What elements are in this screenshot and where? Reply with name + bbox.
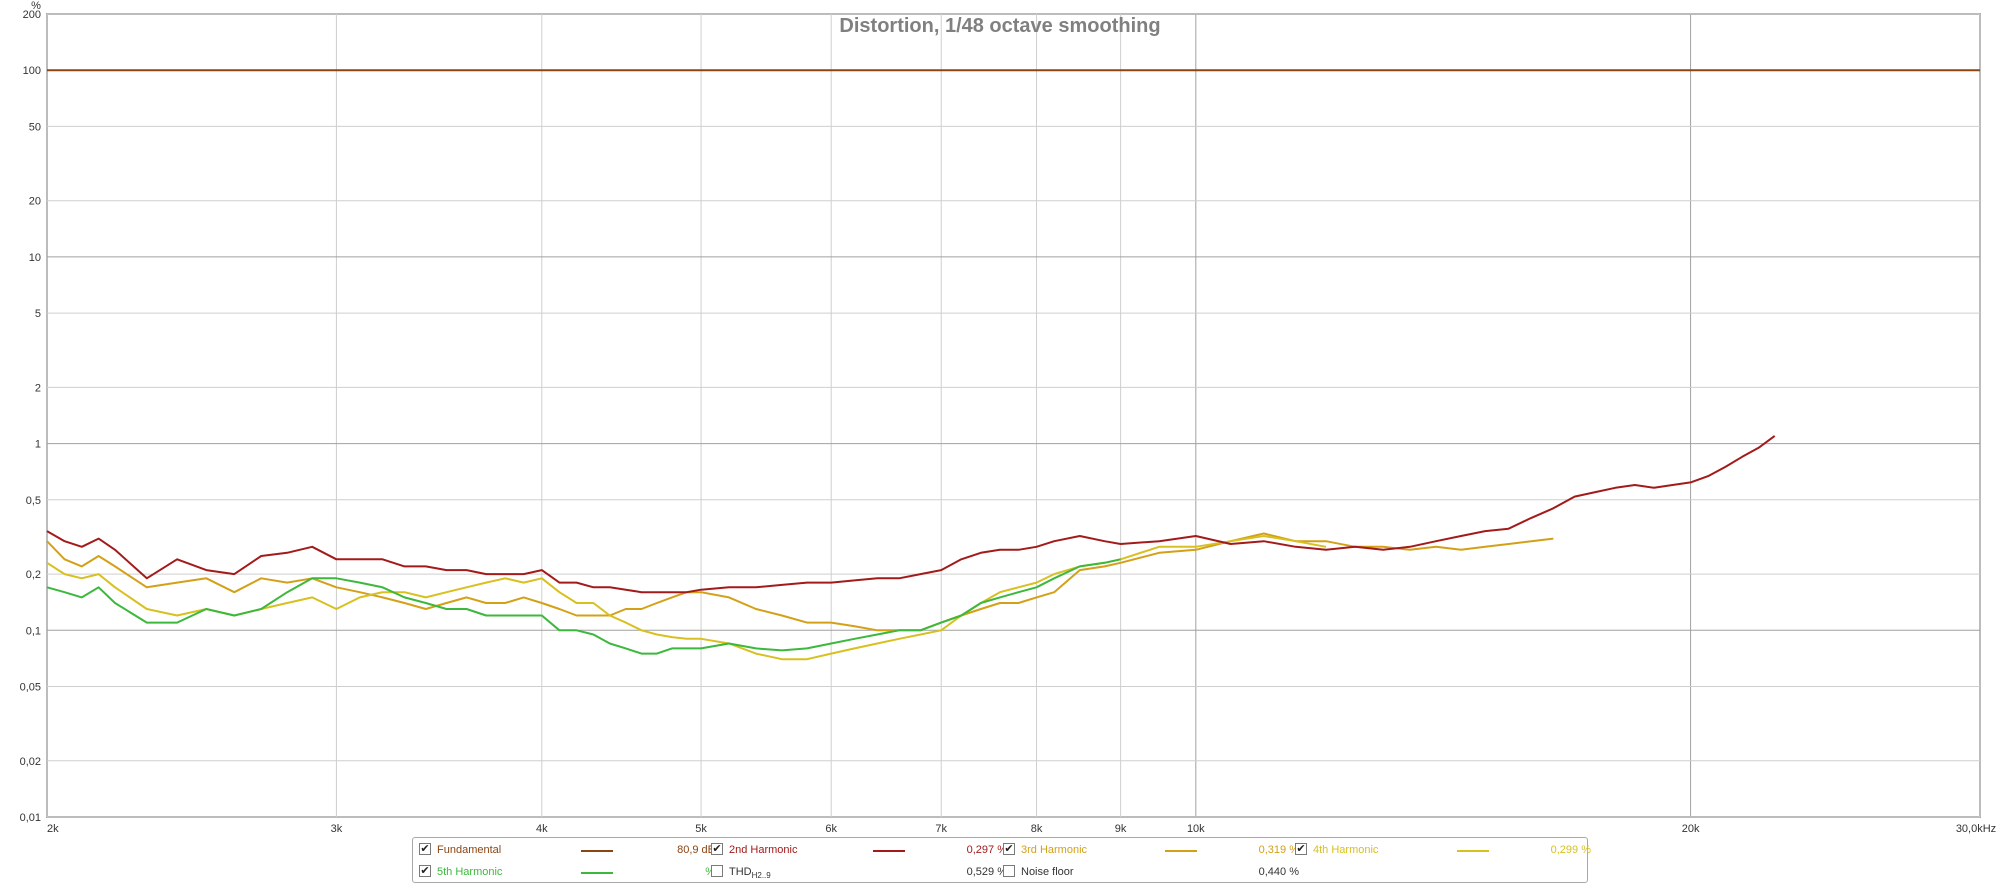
legend-panel: ✔ Fundamental 80,9 dB ✔ 2nd Harmonic 0,2… [412, 837, 1591, 883]
chart-title: Distortion, 1/48 octave smoothing [839, 15, 1160, 37]
5th-harmonic-value: % [625, 866, 715, 878]
x-tick-label: 9k [1115, 823, 1127, 835]
fundamental-value: 80,9 dB [677, 844, 715, 856]
5th-harmonic-series-line [46, 558, 1121, 655]
2nd-harmonic-label: 2nd Harmonic [729, 844, 798, 856]
y-tick-label: 10 [29, 252, 41, 264]
x-tick-label: 30,0kHz [1956, 823, 1996, 835]
4th-harmonic-value: 0,299 % [1550, 844, 1591, 856]
x-tick-label: 5k [695, 823, 707, 835]
noise-floor-value: 0,440 % [1258, 866, 1299, 878]
y-tick-label: 2 [35, 382, 41, 394]
y-tick-label: 20 [29, 196, 41, 208]
x-tick-label: 7k [935, 823, 947, 835]
4th-harmonic-label: 4th Harmonic [1313, 844, 1379, 856]
y-tick-label: 200 [23, 9, 41, 21]
plot-frame [46, 13, 1981, 818]
y-tick-label: 50 [29, 121, 41, 133]
4th-harmonic-series-line [46, 535, 1327, 661]
y-tick-label: 0,5 [26, 495, 41, 507]
x-tick-label: 4k [536, 823, 548, 835]
thd-checkbox[interactable] [711, 865, 723, 877]
y-tick-label: 100 [23, 65, 41, 77]
axis-layer: 2k 3k 4k 5k 6k 7k 8k 9k 10k 20k 30,0kHz 200 100 50 20 1… [20, 9, 1997, 835]
series-layer [46, 69, 1980, 661]
3rd-harmonic-label: 3rd Harmonic [1021, 844, 1088, 856]
4th-harmonic-swatch [1457, 850, 1489, 852]
y-tick-label: 1 [35, 439, 41, 451]
5th-harmonic-swatch [581, 872, 613, 874]
2nd-harmonic-checkbox[interactable]: ✔ [711, 843, 723, 855]
2nd-harmonic-series-line [46, 435, 1776, 594]
3rd-harmonic-swatch [1165, 850, 1197, 852]
y-tick-label: 0,2 [26, 569, 41, 581]
y-tick-label: 0,1 [26, 625, 41, 637]
3rd-harmonic-value: 0,319 % [1258, 844, 1299, 856]
thd-label-sub: H2..9 [751, 871, 771, 880]
thd-label: THDH2..9 [729, 866, 771, 880]
5th-harmonic-checkbox[interactable]: ✔ [419, 865, 431, 877]
x-tick-label: 2k [47, 823, 59, 835]
4th-harmonic-checkbox[interactable]: ✔ [1295, 843, 1307, 855]
x-tick-label: 8k [1031, 823, 1043, 835]
y-axis-unit: % [31, 0, 41, 12]
legend-row-2: ✔ 5th Harmonic % THDH2..9 0,529 % Noise … [413, 861, 1587, 883]
2nd-harmonic-value: 0,297 % [966, 844, 1007, 856]
x-tick-label: 6k [825, 823, 837, 835]
y-tick-label: 0,01 [20, 812, 41, 824]
thd-label-text: THD [729, 866, 752, 878]
y-tick-label: 5 [35, 308, 41, 320]
2nd-harmonic-swatch [873, 850, 905, 852]
5th-harmonic-label: 5th Harmonic [437, 866, 503, 878]
thd-value: 0,529 % [966, 866, 1007, 878]
x-tick-label: 3k [331, 823, 343, 835]
noise-floor-checkbox[interactable] [1003, 865, 1015, 877]
legend-row-1: ✔ Fundamental 80,9 dB ✔ 2nd Harmonic 0,2… [413, 839, 1591, 861]
x-tick-label: 20k [1682, 823, 1700, 835]
fundamental-swatch [581, 850, 613, 852]
3rd-harmonic-checkbox[interactable]: ✔ [1003, 843, 1015, 855]
fundamental-checkbox[interactable]: ✔ [419, 843, 431, 855]
fundamental-label: Fundamental [437, 844, 502, 856]
grid-layer [46, 13, 1981, 818]
y-tick-label: 0,05 [20, 682, 41, 694]
noise-floor-label: Noise floor [1021, 866, 1074, 878]
y-tick-label: 0,02 [20, 756, 41, 768]
x-tick-label: 10k [1187, 823, 1205, 835]
